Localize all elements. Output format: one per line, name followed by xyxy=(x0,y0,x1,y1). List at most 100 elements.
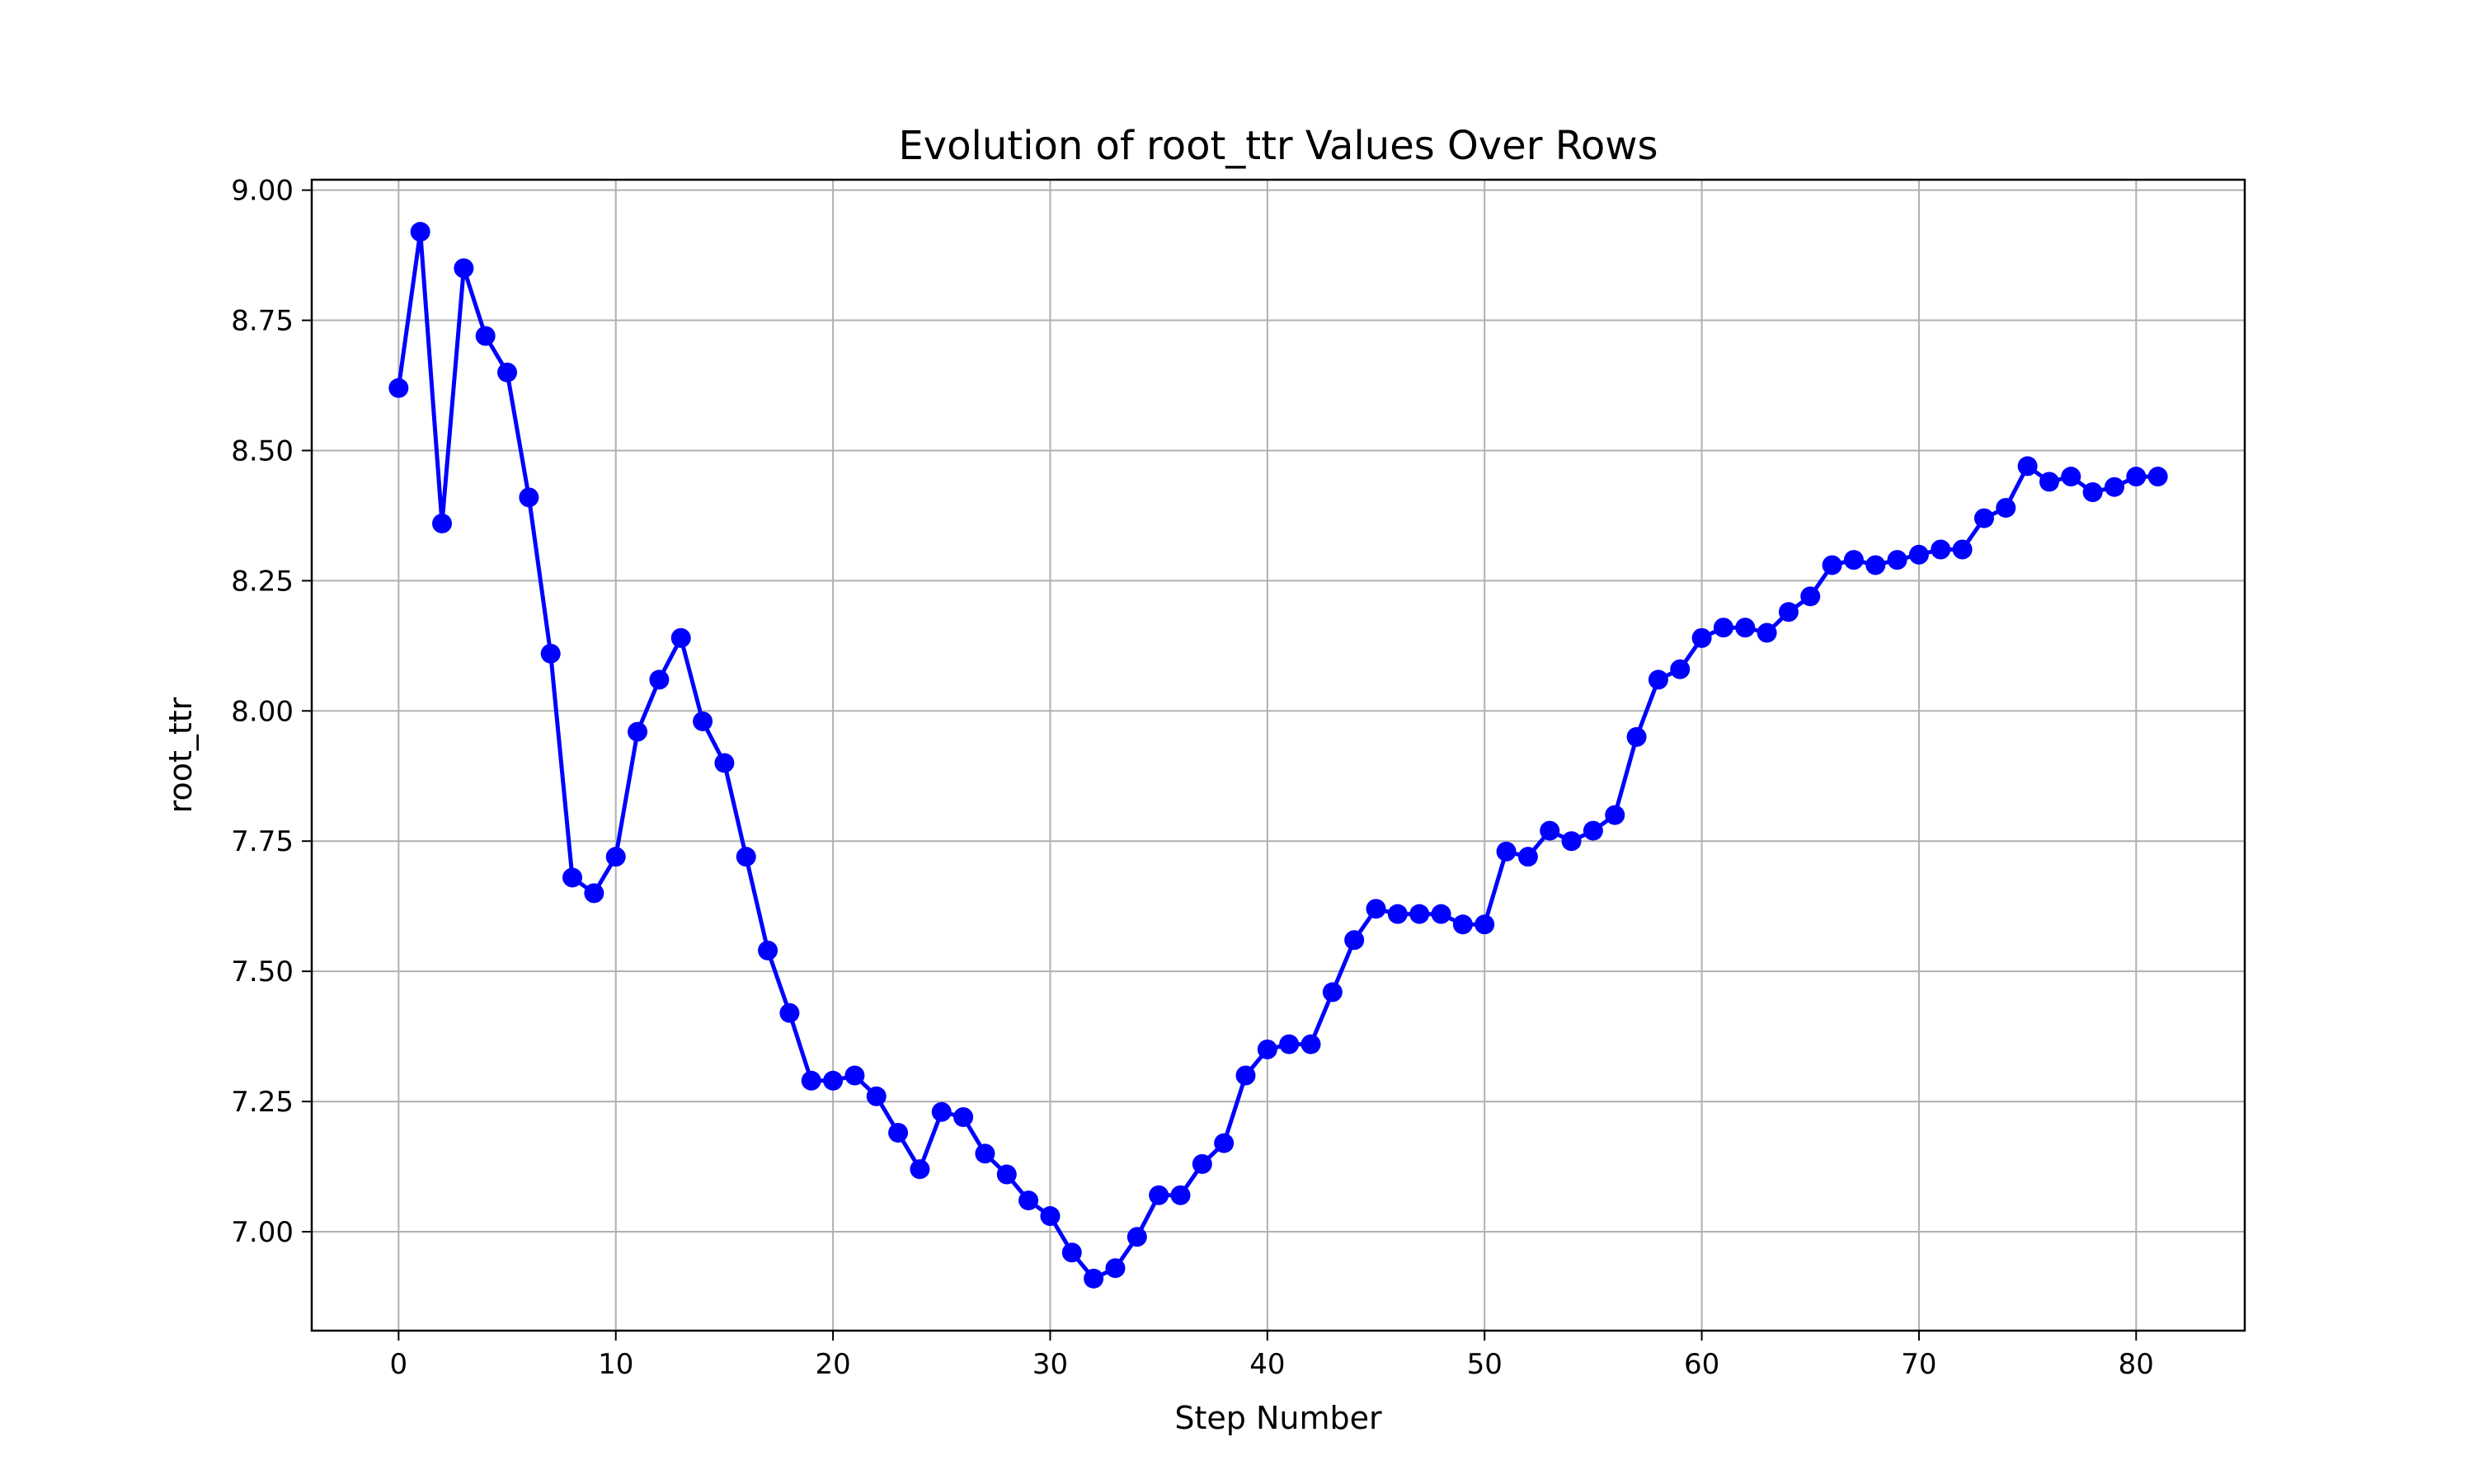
data-point xyxy=(1409,904,1430,924)
data-point xyxy=(714,753,735,773)
data-point xyxy=(866,1086,887,1106)
data-point xyxy=(1322,982,1343,1003)
data-point xyxy=(1735,618,1756,638)
x-tick-label: 10 xyxy=(598,1348,633,1381)
data-point xyxy=(2017,456,2038,477)
y-tick-label: 7.50 xyxy=(231,956,294,989)
x-tick-label: 20 xyxy=(815,1348,850,1381)
series-line xyxy=(396,229,2158,1281)
data-point xyxy=(1084,1268,1104,1289)
data-point xyxy=(605,847,626,867)
data-point xyxy=(628,721,648,742)
y-axis-label: root_ttr xyxy=(162,697,199,813)
data-point xyxy=(779,1003,800,1023)
data-point xyxy=(584,883,604,904)
data-point xyxy=(1366,899,1386,919)
data-point xyxy=(823,1070,844,1091)
data-point xyxy=(1887,550,1907,571)
data-point xyxy=(1475,914,1495,935)
data-point xyxy=(1387,904,1408,924)
data-point xyxy=(1605,805,1625,825)
data-point xyxy=(2061,467,2081,487)
chart-title: Evolution of root_ttr Values Over Rows xyxy=(898,123,1658,169)
data-point xyxy=(1279,1034,1300,1054)
axis-ticks: 0 10 20 30 40 50 60 70 80 7.00 7.25 7.50 7.75 8.00 8.2… xyxy=(231,175,2154,1381)
data-point xyxy=(1235,1065,1256,1086)
data-point xyxy=(975,1144,995,1164)
data-point xyxy=(1040,1206,1061,1227)
x-tick-label: 50 xyxy=(1467,1348,1503,1381)
data-point xyxy=(1192,1153,1212,1174)
data-point xyxy=(1452,914,1473,935)
x-tick-label: 60 xyxy=(1684,1348,1719,1381)
data-point xyxy=(1648,669,1668,690)
y-tick-label: 8.00 xyxy=(231,695,294,728)
data-point xyxy=(801,1070,821,1091)
data-point xyxy=(1170,1185,1191,1205)
x-tick-label: 30 xyxy=(1032,1348,1068,1381)
data-point xyxy=(1149,1185,1169,1205)
data-point xyxy=(432,513,453,533)
x-tick-label: 40 xyxy=(1249,1348,1285,1381)
data-point xyxy=(519,487,539,508)
data-point xyxy=(1496,841,1517,862)
data-point xyxy=(1257,1039,1277,1059)
data-point xyxy=(1126,1227,1147,1247)
data-point xyxy=(1517,847,1538,867)
x-tick-label: 80 xyxy=(2119,1348,2154,1381)
data-point xyxy=(1843,550,1864,571)
data-point xyxy=(540,643,561,664)
data-point xyxy=(1757,622,1777,643)
y-tick-label: 8.75 xyxy=(231,305,294,338)
data-point xyxy=(454,258,474,279)
data-point xyxy=(1865,555,1886,575)
data-point xyxy=(1061,1242,1082,1263)
data-point xyxy=(758,940,778,960)
data-point xyxy=(693,711,713,731)
data-point xyxy=(1583,820,1603,841)
data-point xyxy=(2147,467,2168,487)
data-point xyxy=(1973,508,1994,528)
grid xyxy=(312,180,2245,1331)
data-point xyxy=(1800,586,1821,607)
y-tick-label: 7.25 xyxy=(231,1086,294,1119)
data-point xyxy=(670,627,691,648)
data-point xyxy=(1908,544,1929,565)
x-axis-label: Step Number xyxy=(1174,1400,1382,1436)
data-point xyxy=(844,1065,865,1086)
data-point xyxy=(1431,904,1451,924)
data-point xyxy=(2039,472,2059,492)
data-series xyxy=(388,222,2168,1289)
data-point xyxy=(931,1101,952,1122)
x-tick-label: 0 xyxy=(390,1348,408,1381)
data-point xyxy=(2082,482,2103,503)
data-point xyxy=(2104,477,2124,497)
data-point xyxy=(562,867,583,888)
data-point xyxy=(736,847,756,867)
data-point xyxy=(388,378,409,398)
data-point xyxy=(888,1122,909,1143)
data-point xyxy=(1996,497,2016,518)
data-point xyxy=(1214,1133,1235,1153)
data-point xyxy=(1778,602,1799,622)
data-point xyxy=(1300,1034,1321,1054)
y-tick-label: 9.00 xyxy=(231,175,294,208)
data-point xyxy=(1952,539,1973,560)
data-point xyxy=(1691,627,1712,648)
y-tick-label: 8.50 xyxy=(231,434,294,467)
data-point xyxy=(1018,1190,1039,1211)
data-point xyxy=(497,362,518,383)
data-point xyxy=(910,1159,930,1180)
data-point xyxy=(1344,930,1365,951)
data-point xyxy=(1561,831,1582,852)
data-point xyxy=(2126,467,2147,487)
data-point xyxy=(1540,820,1560,841)
y-tick-label: 8.25 xyxy=(231,565,294,598)
data-point xyxy=(410,222,430,242)
data-point xyxy=(1713,618,1733,638)
data-point xyxy=(1626,726,1647,747)
data-point xyxy=(996,1164,1017,1185)
data-point xyxy=(475,326,496,346)
